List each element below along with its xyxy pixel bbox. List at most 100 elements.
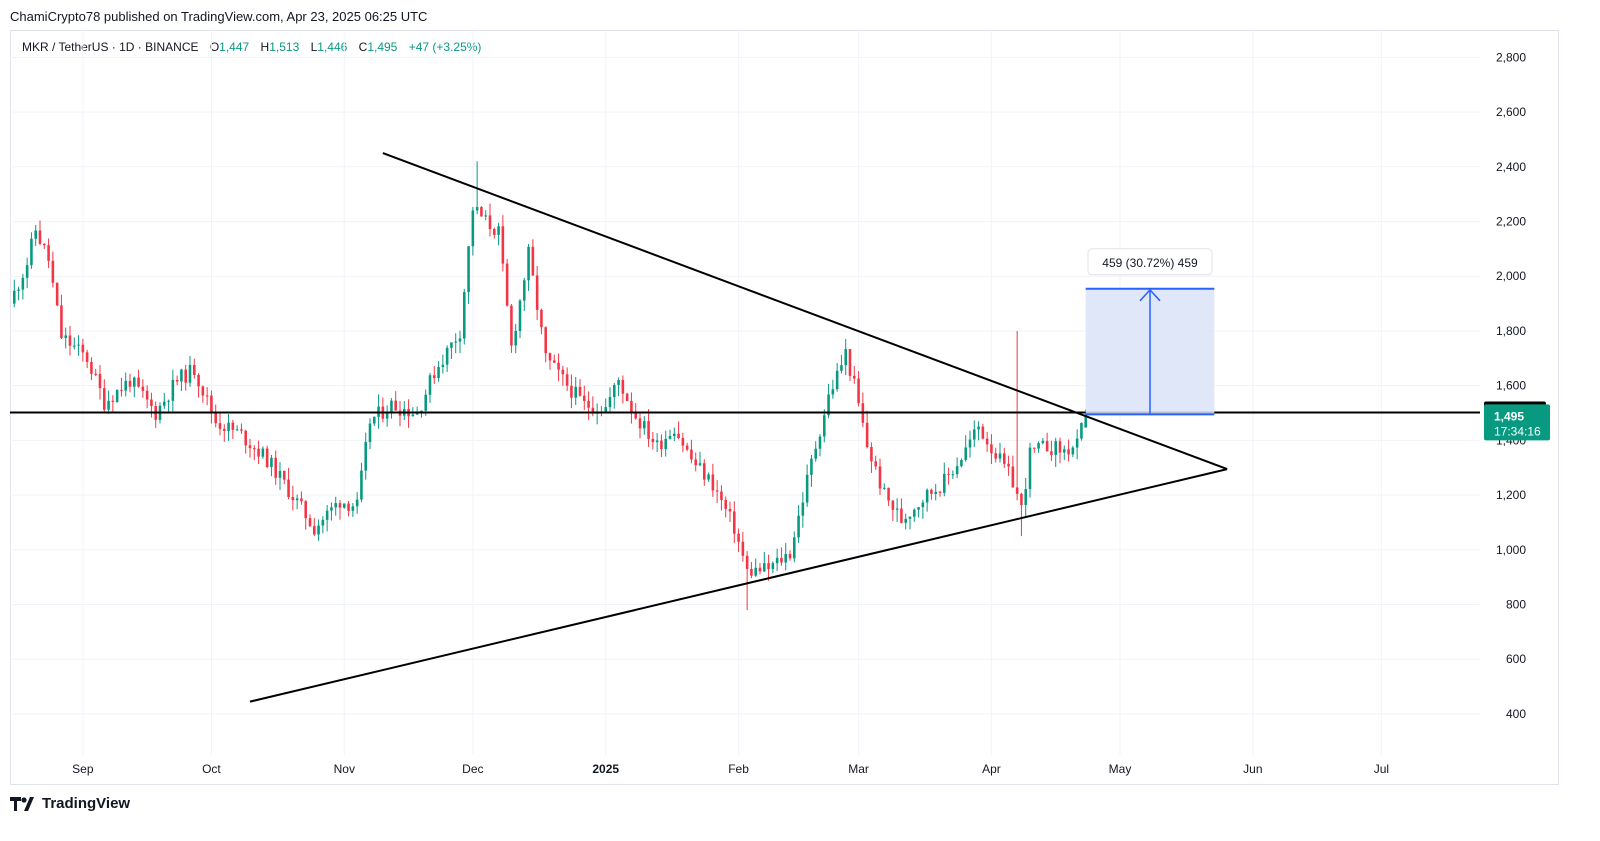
candle-body <box>797 515 800 538</box>
candle-body <box>257 448 260 457</box>
candle-body <box>81 344 85 353</box>
price-tick-label: 1,200 <box>1496 488 1526 502</box>
candle-body <box>535 275 539 310</box>
candle-body <box>90 361 93 374</box>
candle-body <box>60 305 63 338</box>
high-label: H <box>260 40 270 54</box>
candle-body <box>450 342 453 348</box>
grid-lines <box>10 30 1480 755</box>
tradingview-logo[interactable]: TradingView <box>10 795 130 812</box>
candle-body <box>1071 447 1075 455</box>
candle-body <box>844 349 847 366</box>
time-tick-label: Mar <box>848 762 869 776</box>
candle-body <box>223 428 226 431</box>
tradingview-brand: TradingView <box>42 795 131 812</box>
candle-body <box>994 453 997 459</box>
candle-body <box>690 449 693 460</box>
candle-body <box>548 353 552 361</box>
price-tick-label: 800 <box>1506 598 1526 612</box>
candle-body <box>973 429 976 440</box>
candle-body <box>711 474 715 491</box>
candle-body <box>355 499 359 507</box>
price-tick-label: 1,800 <box>1496 324 1526 338</box>
price-tick-label: 400 <box>1506 707 1526 721</box>
candle-body <box>1067 449 1070 455</box>
candle-body <box>780 557 783 563</box>
candle-body <box>981 426 985 439</box>
low-label: L <box>310 40 318 54</box>
candle-body <box>385 413 389 419</box>
candle-body <box>728 508 732 512</box>
candle-body <box>578 386 582 396</box>
candle-body <box>283 470 286 480</box>
candle-body <box>900 508 903 523</box>
candle-body <box>908 516 912 519</box>
candle-body <box>437 367 440 379</box>
candle-body <box>930 489 933 494</box>
candle-body <box>373 416 376 424</box>
candle-body <box>544 327 547 354</box>
candle-body <box>771 563 775 570</box>
candle-body <box>180 369 183 382</box>
candle-body <box>231 422 235 430</box>
candle-body <box>334 503 337 508</box>
candle-body <box>720 491 723 500</box>
candle-body <box>364 442 367 471</box>
tradingview-logo-icon <box>10 796 34 811</box>
price-tick-label: 2,600 <box>1496 105 1526 119</box>
candle-body <box>145 390 149 400</box>
candle-body <box>698 463 702 466</box>
candle-body <box>51 260 55 283</box>
candle-body <box>141 386 145 391</box>
projection-arrow-head <box>1139 288 1161 302</box>
candle-body <box>343 503 346 508</box>
candle-body <box>338 503 342 508</box>
countdown-label: 17:34:16 <box>1494 424 1541 438</box>
candle-body <box>475 207 479 211</box>
candle-body <box>214 412 217 424</box>
candle-body <box>261 448 265 457</box>
candle-body <box>463 292 466 339</box>
candle-body <box>523 280 526 301</box>
candle-body <box>163 401 166 406</box>
candle-body <box>758 567 762 572</box>
candle-body <box>608 397 612 408</box>
candle-body <box>857 378 860 404</box>
candle-body <box>754 567 757 576</box>
candle-body <box>368 423 372 443</box>
candle-body <box>1003 453 1006 464</box>
candle-body <box>441 364 445 368</box>
candle-body <box>248 445 252 449</box>
price-tick-label: 2,800 <box>1496 50 1526 64</box>
time-tick-label: Dec <box>462 762 483 776</box>
price-tick-label: 2,400 <box>1496 160 1526 174</box>
candle-body <box>848 349 852 376</box>
candle-body <box>244 430 247 446</box>
candle-body <box>874 461 877 467</box>
candle-body <box>184 369 187 383</box>
candle-body <box>1063 449 1066 453</box>
candle-body <box>47 245 50 261</box>
candle-body <box>313 526 316 535</box>
candle-body <box>985 438 989 445</box>
price-tick-label: 1,600 <box>1496 379 1526 393</box>
time-axis[interactable]: Sep Oct Nov Dec 2025 Feb Mar Apr May Jun Jul <box>72 762 1389 776</box>
candle-body <box>188 364 192 383</box>
candle-body <box>703 463 706 480</box>
candle-body <box>531 246 535 276</box>
candle-body <box>107 400 110 410</box>
candle-body <box>38 230 42 244</box>
candle-body <box>265 448 269 468</box>
candle-body <box>171 379 175 401</box>
candle-body <box>133 377 136 387</box>
time-tick-label: Oct <box>202 762 221 776</box>
symbol-label[interactable]: MKR / TetherUS · 1D · BINANCE <box>22 40 199 54</box>
candle-body <box>613 384 616 398</box>
close-value: 1,495 <box>367 40 398 54</box>
candle-body <box>917 507 920 510</box>
price-axis[interactable]: 2,8002,6002,4002,2002,0001,8001,6001,400… <box>1484 50 1550 721</box>
candle-body <box>205 395 209 397</box>
chart-frame <box>10 30 1559 785</box>
candle-body <box>715 490 719 492</box>
